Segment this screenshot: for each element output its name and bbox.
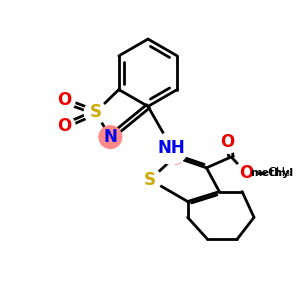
Text: O: O [220,133,234,151]
Text: N: N [103,128,117,146]
Text: CH₃: CH₃ [267,166,290,179]
Text: NH: NH [158,139,186,157]
Text: S: S [144,171,156,189]
Text: S: S [89,103,101,122]
Text: methyl: methyl [250,168,293,178]
Text: O: O [57,117,71,135]
Text: O: O [239,164,253,182]
Text: O: O [57,92,71,110]
